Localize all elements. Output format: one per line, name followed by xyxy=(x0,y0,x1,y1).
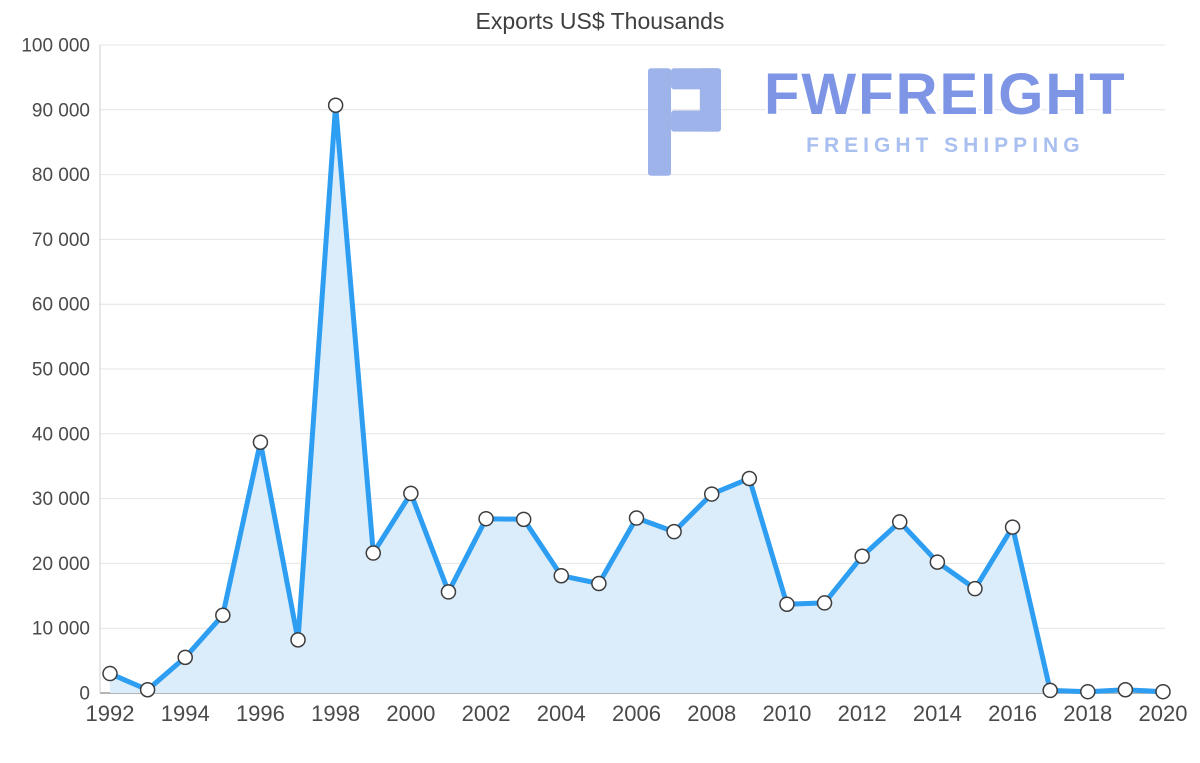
y-axis-label: 50 000 xyxy=(32,360,90,381)
data-point[interactable] xyxy=(290,632,306,648)
fwfreight-logo: FWFREIGHT FREIGHT SHIPPING xyxy=(648,66,1127,178)
y-axis-label: 40 000 xyxy=(32,424,90,445)
data-point[interactable] xyxy=(215,607,231,623)
data-point[interactable] xyxy=(440,584,457,600)
x-axis-label: 2014 xyxy=(913,701,962,726)
data-point[interactable] xyxy=(403,485,419,502)
data-point[interactable] xyxy=(102,665,118,682)
data-point[interactable] xyxy=(478,510,494,527)
y-axis-label: 80 000 xyxy=(32,165,90,186)
x-axis-label: 1996 xyxy=(236,701,285,726)
x-axis-label: 2020 xyxy=(1139,701,1188,726)
data-point[interactable] xyxy=(1042,682,1058,699)
data-point[interactable] xyxy=(139,682,156,698)
logo-icon-shape xyxy=(648,68,672,176)
y-axis-label: 100 000 xyxy=(21,36,90,57)
x-axis-label: 2018 xyxy=(1063,701,1112,726)
x-axis-label: 2006 xyxy=(612,701,661,726)
chart-title: Exports US$ Thousands xyxy=(475,8,725,34)
x-axis-label: 2004 xyxy=(537,701,586,726)
logo-wordmark: FWFREIGHT xyxy=(764,62,1127,127)
data-point[interactable] xyxy=(591,575,607,592)
data-point[interactable] xyxy=(327,97,344,114)
y-axis-label: 10 000 xyxy=(32,619,90,640)
data-point[interactable] xyxy=(177,649,193,666)
x-axis-label: 2010 xyxy=(762,701,811,726)
data-point[interactable] xyxy=(854,548,870,565)
logo-icon-shape xyxy=(671,110,721,132)
data-point[interactable] xyxy=(929,554,946,570)
data-point[interactable] xyxy=(892,514,908,530)
data-point[interactable] xyxy=(703,486,720,502)
x-axis-label: 1992 xyxy=(86,701,135,726)
data-point[interactable] xyxy=(1004,519,1021,535)
area-fill xyxy=(110,105,1163,694)
x-axis-label: 1998 xyxy=(311,701,360,726)
x-axis-label: 2008 xyxy=(687,701,736,726)
fwfreight-logo-icon xyxy=(648,68,721,176)
data-point[interactable] xyxy=(252,434,269,450)
data-point[interactable] xyxy=(515,511,532,528)
data-point[interactable] xyxy=(666,523,682,540)
data-point[interactable] xyxy=(1080,683,1096,700)
logo-text-block: FWFREIGHT FREIGHT SHIPPING xyxy=(764,66,1127,158)
data-point[interactable] xyxy=(628,510,645,526)
data-point[interactable] xyxy=(1117,682,1134,698)
data-point[interactable] xyxy=(967,580,983,597)
x-axis-label: 1994 xyxy=(161,701,210,726)
y-axis-label: 20 000 xyxy=(32,554,90,575)
x-axis-label: 2016 xyxy=(988,701,1037,726)
y-axis-label: 30 000 xyxy=(32,489,90,510)
data-point[interactable] xyxy=(779,596,795,612)
x-axis-label: 2012 xyxy=(838,701,887,726)
data-point[interactable] xyxy=(365,545,381,561)
data-point[interactable] xyxy=(1155,683,1171,700)
y-axis-label: 70 000 xyxy=(32,230,90,251)
logo-tagline: FREIGHT SHIPPING xyxy=(806,134,1085,157)
data-point[interactable] xyxy=(553,567,570,584)
x-axis-label: 2002 xyxy=(462,701,511,726)
data-point[interactable] xyxy=(816,595,833,611)
x-axis-label: 2000 xyxy=(386,701,435,726)
y-axis-label: 90 000 xyxy=(32,100,90,121)
y-axis-label: 60 000 xyxy=(32,295,90,316)
y-axis-label: 0 xyxy=(79,684,90,705)
data-point[interactable] xyxy=(741,470,758,487)
